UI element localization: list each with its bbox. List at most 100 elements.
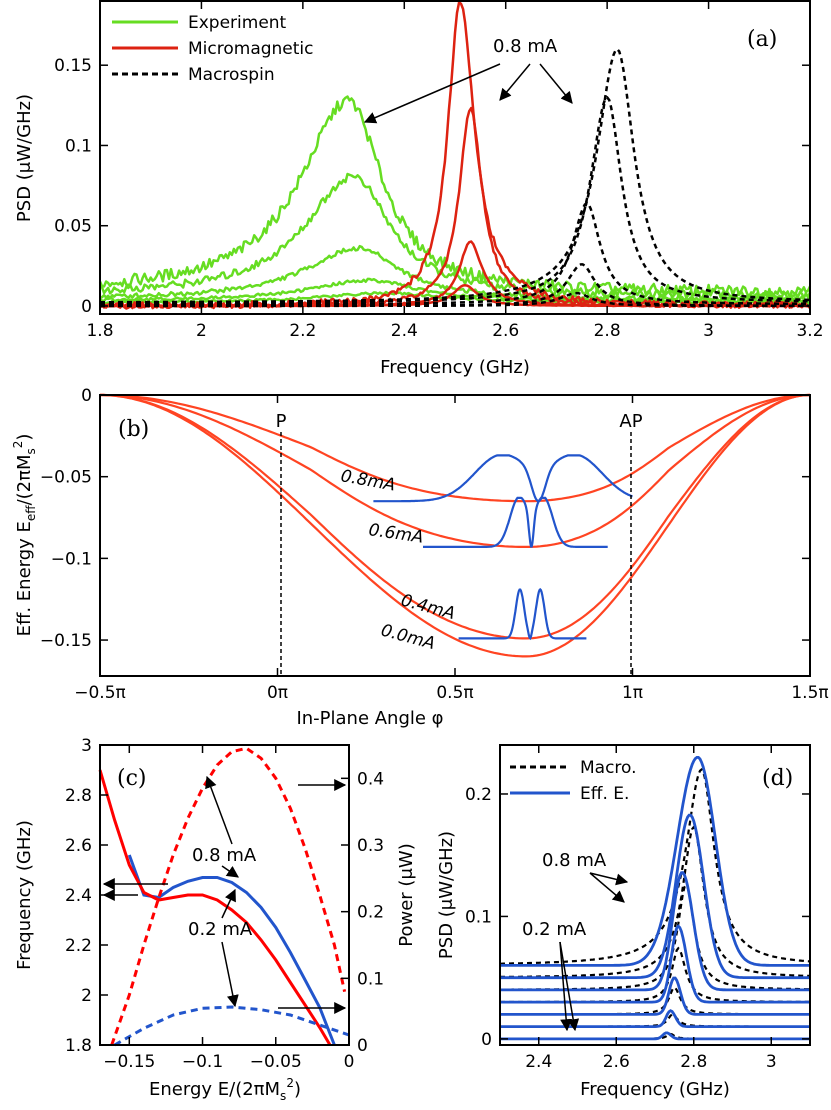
panel-d-macro-curve	[500, 767, 811, 965]
panel-b-xlabel: In-Plane Angle φ	[296, 708, 443, 729]
panel-a-experiment-curve	[99, 244, 811, 303]
panel-d-arrow-08-a	[589, 872, 629, 886]
panel-d-ylabel: PSD (μW/GHz)	[436, 831, 457, 959]
panel-c-ytick-label: 1.8	[65, 1036, 92, 1056]
panel-d-ytick-label: 0.2	[465, 785, 492, 805]
panel-d-macro-curve	[500, 1013, 810, 1028]
panel-d-xlabel: Frequency (GHz)	[580, 1079, 730, 1100]
panel-c-arrow-02-curve	[221, 888, 236, 919]
panel-d-xtick-label: 3	[766, 1052, 777, 1072]
energy-curve	[100, 393, 811, 658]
energy-curve	[100, 393, 811, 640]
distribution-curve	[458, 587, 587, 641]
panel-b-letter: (b)	[118, 417, 149, 442]
panel-d-annotation-0-2ma: 0.2 mA	[522, 919, 587, 940]
panel-a-xtick-label: 2.6	[492, 321, 519, 341]
energy-label-0-6ma: 0.6mA	[367, 520, 424, 547]
panel-c-arrow-08-curve	[221, 865, 239, 878]
panel-a-ytick-label: 0.1	[65, 136, 92, 156]
panel-d-arrow-02-b	[559, 941, 580, 1032]
panel-a-legend: Experiment Micromagnetic Macrospin	[112, 13, 314, 85]
panel-d-annotation-0-8ma: 0.8 mA	[542, 850, 607, 871]
panel-a-arrow-experiment	[363, 63, 501, 124]
panel-b-frame	[99, 394, 811, 677]
vline-label-ap: AP	[619, 411, 642, 432]
panel-b-ytick-label: −0.15	[40, 631, 92, 651]
legend-experiment-label: Experiment	[188, 13, 287, 33]
panel-c-power-0-8-ma	[113, 1005, 350, 1047]
panel-d-arrow-02-a	[559, 941, 573, 1032]
panel-d-frame	[499, 744, 811, 1046]
panel-a-xtick-label: 3	[703, 321, 714, 341]
panel-a-macrospin-curve	[100, 96, 810, 304]
panel-b-xtick-label: 0.5π	[436, 683, 473, 703]
panel-c-frequency-0-2-ma	[98, 769, 332, 1046]
panel-a-xlabel: Frequency (GHz)	[380, 357, 530, 378]
panel-c-letter: (c)	[117, 766, 147, 791]
panel-c-ytick-right-label: 0.3	[357, 836, 384, 856]
legend-effe-label: Eff. E.	[580, 784, 629, 804]
panel-a-macrospin-curve	[100, 291, 810, 308]
panel-b-ytick-label: −0.05	[40, 468, 92, 488]
panel-d-letter: (d)	[762, 766, 793, 791]
energy-label-0-0ma: 0.0mA	[379, 621, 438, 655]
panel-d-effe-curve	[500, 1009, 810, 1028]
energy-curve	[100, 393, 811, 548]
panel-a-xtick-label: 1.8	[86, 321, 113, 341]
panel-a-arrow-macrospin	[539, 63, 573, 104]
panel-a-xtick-label: 2.2	[289, 321, 316, 341]
panel-a-xtick-label: 2	[196, 321, 207, 341]
panel-a-frame	[99, 0, 811, 315]
distribution-curve	[423, 496, 608, 548]
panel-c-xtick-label: −0.05	[250, 1052, 302, 1072]
panel-d-effe-curve	[500, 756, 810, 967]
panel-c-ytick-right-label: 0.1	[357, 969, 384, 989]
legend-macro-label: Macro.	[580, 758, 637, 778]
legend-micromagnetic-label: Micromagnetic	[188, 39, 314, 59]
panel-c-xtick-label: −0.1	[182, 1052, 223, 1072]
panel-d-ytick-label: 0	[481, 1030, 492, 1050]
panel-d: 2.4 2.6 2.8 3 0 0.1 0.2 Macro. Eff. E. (d) 0.8…	[436, 744, 811, 1100]
panel-a-macrospin-curve	[100, 201, 810, 306]
panel-a-macrospin-curve	[100, 47, 810, 304]
panel-c-annotation-0-2ma: 0.2 mA	[188, 919, 253, 940]
panel-d-effe-curve	[500, 924, 810, 1004]
legend-macrospin-label: Macrospin	[188, 65, 275, 85]
panel-c-power-0-2-ma	[110, 746, 347, 1046]
panel-a-xtick-label: 2.4	[391, 321, 418, 341]
panel-a-xtick-label: 3.2	[796, 321, 823, 341]
panel-c-ytick-label: 2.4	[65, 886, 92, 906]
panel-a-experiment-curve	[99, 277, 811, 304]
energy-label-0-8ma: 0.8mA	[339, 466, 397, 495]
panel-c-ytick-label: 2	[81, 986, 92, 1006]
panel-c-ylabel-right: Power (μW)	[396, 843, 417, 946]
panel-b-xtick-label: 1π	[622, 683, 643, 703]
panel-c-frame	[99, 744, 350, 1046]
panel-c-ytick-label: 2.2	[65, 936, 92, 956]
panel-a-annotation-0-8ma: 0.8 mA	[493, 36, 558, 57]
panel-a-arrow-micromagnetic	[499, 63, 531, 101]
panel-d-effe-curve	[500, 976, 810, 1016]
panel-a-experiment-curve	[98, 95, 812, 299]
panel-d-macro-curve	[500, 986, 810, 1016]
energy-curve	[100, 393, 810, 503]
panel-b-xtick-label: 0π	[267, 683, 288, 703]
panel-d-macro-curve	[500, 946, 810, 1004]
panel-d-effe-curve	[500, 871, 810, 992]
panel-b-xtick-label: 1.5π	[791, 683, 828, 703]
panel-c: −0.15 −0.1 −0.05 0 1.8 2 2.2 2.4 2.6 2.8 3 0 0.1 0.2 0…	[14, 736, 417, 1103]
panel-d-effe-curve	[500, 1031, 810, 1041]
panel-a-ytick-label: 0.15	[54, 56, 92, 76]
vline-label-p: P	[276, 411, 287, 432]
panel-d-arrow-08-b	[589, 872, 625, 903]
panel-d-macro-curve	[500, 882, 810, 991]
distribution-curve	[373, 454, 633, 503]
panel-a-ylabel: PSD (μW/GHz)	[14, 94, 35, 222]
panel-d-xtick-label: 2.4	[525, 1052, 552, 1072]
panel-d-legend: Macro. Eff. E.	[510, 758, 637, 804]
panel-d-ytick-label: 0.1	[465, 907, 492, 927]
panel-d-xtick-label: 2.6	[603, 1052, 630, 1072]
panel-c-ytick-label: 3	[81, 736, 92, 756]
panel-b: −0.5π 0π 0.5π 1π 1.5π 0 −0.05 −0.1 −0.15 P AP (b…	[11, 386, 829, 729]
